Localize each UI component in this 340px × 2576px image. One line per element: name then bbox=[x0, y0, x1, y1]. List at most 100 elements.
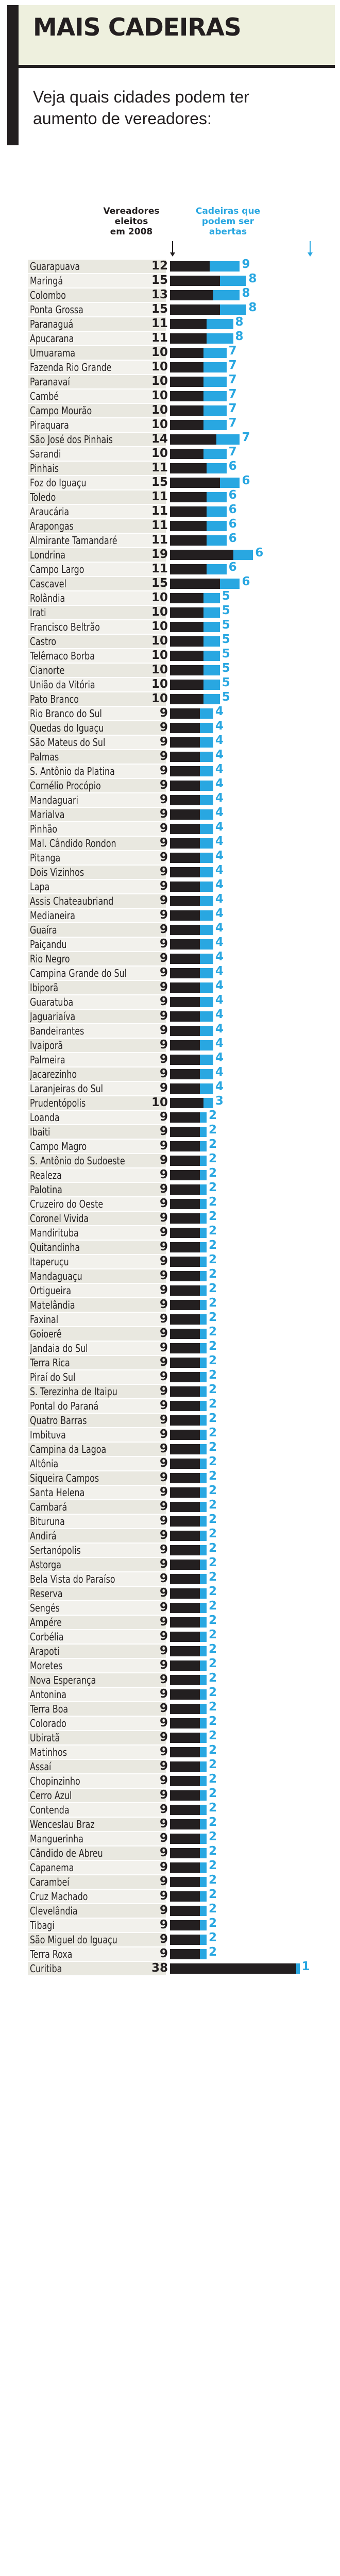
new-seats-value: 2 bbox=[208, 1426, 217, 1439]
bar-new-seats bbox=[200, 1531, 207, 1541]
table-row: Irati 10 5 bbox=[0, 605, 340, 620]
new-seats-value: 2 bbox=[208, 1224, 217, 1238]
city-name: Cerro Azul bbox=[30, 1789, 72, 1802]
row-band bbox=[28, 1399, 166, 1413]
stacked-bar bbox=[170, 1257, 207, 1267]
elected-value: 9 bbox=[159, 1716, 168, 1730]
table-row: Araucária 11 6 bbox=[0, 504, 340, 519]
table-row: Fazenda Rio Grande 10 7 bbox=[0, 360, 340, 375]
bar-elected bbox=[170, 1329, 200, 1339]
new-seats-value: 5 bbox=[222, 589, 230, 603]
table-row: Quitandinha 9 2 bbox=[0, 1240, 340, 1255]
elected-value: 9 bbox=[159, 1788, 168, 1802]
bar-new-seats bbox=[200, 1083, 213, 1094]
table-row: Itaperuçu 9 2 bbox=[0, 1254, 340, 1269]
new-seats-value: 8 bbox=[242, 286, 250, 300]
bar-new-seats bbox=[200, 1689, 207, 1700]
city-name: Bandeirantes bbox=[30, 1025, 84, 1037]
bar-new-seats bbox=[200, 1761, 207, 1772]
row-band bbox=[28, 1298, 166, 1312]
new-seats-value: 2 bbox=[208, 1210, 217, 1223]
stacked-bar bbox=[170, 925, 213, 935]
bar-elected bbox=[170, 737, 200, 748]
city-name: Piraquara bbox=[30, 419, 69, 431]
elected-value: 10 bbox=[151, 605, 168, 619]
stacked-bar bbox=[170, 1920, 207, 1930]
city-name: Telêmaco Borba bbox=[30, 650, 95, 662]
table-row: Siqueira Campos 9 2 bbox=[0, 1470, 340, 1485]
row-band bbox=[28, 1255, 166, 1268]
stacked-bar bbox=[170, 1184, 207, 1195]
stacked-bar bbox=[170, 1242, 207, 1252]
city-name: Carambeí bbox=[30, 1876, 70, 1888]
bar-elected bbox=[170, 449, 203, 459]
bar-elected bbox=[170, 1242, 200, 1252]
table-row: Reserva 9 2 bbox=[0, 1586, 340, 1601]
city-name: Campina Grande do Sul bbox=[30, 967, 127, 979]
new-seats-value: 6 bbox=[228, 503, 237, 516]
city-name: Wenceslau Braz bbox=[30, 1818, 95, 1831]
elected-value: 19 bbox=[151, 548, 168, 561]
elected-value: 9 bbox=[159, 1846, 168, 1859]
bar-elected bbox=[170, 939, 200, 950]
elected-value: 9 bbox=[159, 793, 168, 806]
stacked-bar bbox=[170, 1112, 207, 1123]
bar-elected bbox=[170, 622, 203, 632]
city-name: Terra Roxa bbox=[30, 1948, 73, 1960]
stacked-bar bbox=[170, 1487, 207, 1498]
row-band bbox=[28, 1342, 166, 1355]
city-name: Prudentópolis bbox=[30, 1097, 86, 1109]
new-seats-value: 2 bbox=[208, 1138, 217, 1151]
city-name: Ibaiti bbox=[30, 1126, 50, 1138]
row-band bbox=[28, 1760, 166, 1773]
new-seats-value: 6 bbox=[228, 488, 237, 502]
elected-value: 9 bbox=[159, 1009, 168, 1023]
bar-elected bbox=[170, 391, 203, 401]
bar-elected bbox=[170, 982, 200, 993]
elected-value: 9 bbox=[159, 1428, 168, 1441]
bar-new-seats bbox=[200, 882, 213, 892]
table-row: Terra Rica 9 2 bbox=[0, 1355, 340, 1370]
elected-value: 9 bbox=[159, 1918, 168, 1931]
table-row: Londrina 19 6 bbox=[0, 547, 340, 562]
stacked-bar bbox=[170, 1459, 207, 1469]
elected-value: 9 bbox=[159, 1543, 168, 1556]
table-row: Ampére 9 2 bbox=[0, 1615, 340, 1630]
row-band bbox=[28, 808, 166, 821]
elected-value: 9 bbox=[159, 1630, 168, 1643]
new-seats-value: 8 bbox=[248, 272, 257, 285]
new-seats-value: 2 bbox=[208, 1787, 217, 1800]
row-band bbox=[28, 1168, 166, 1182]
bar-new-seats bbox=[203, 348, 227, 358]
table-row: Moretes 9 2 bbox=[0, 1658, 340, 1673]
bar-new-seats bbox=[200, 1718, 207, 1728]
elected-value: 9 bbox=[159, 1860, 168, 1874]
city-name: Ibiporã bbox=[30, 981, 59, 994]
bar-new-seats bbox=[203, 607, 220, 618]
city-name: Ortigueira bbox=[30, 1284, 72, 1297]
row-band bbox=[28, 1630, 166, 1643]
bar-new-seats bbox=[206, 506, 227, 517]
table-row: Nova Esperança 9 2 bbox=[0, 1672, 340, 1687]
stacked-bar bbox=[170, 1689, 207, 1700]
elected-value: 10 bbox=[151, 620, 168, 633]
bar-new-seats bbox=[200, 896, 213, 906]
new-seats-value: 2 bbox=[208, 1311, 217, 1324]
bar-new-seats bbox=[200, 1862, 207, 1873]
elected-value: 9 bbox=[159, 851, 168, 864]
row-band bbox=[28, 1500, 166, 1514]
bar-new-seats bbox=[206, 535, 227, 546]
elected-value: 9 bbox=[159, 1125, 168, 1138]
stacked-bar bbox=[170, 304, 247, 315]
bar-new-seats bbox=[200, 752, 213, 762]
stacked-bar bbox=[170, 939, 213, 950]
bar-elected bbox=[170, 1069, 200, 1079]
bar-elected bbox=[170, 809, 200, 820]
bar-new-seats bbox=[200, 824, 213, 834]
table-row: Cândido de Abreu 9 2 bbox=[0, 1845, 340, 1860]
new-seats-value: 2 bbox=[208, 1498, 217, 1512]
city-name: Goioerê bbox=[30, 1328, 62, 1340]
new-seats-value: 2 bbox=[208, 1195, 217, 1209]
table-row: Curitiba 38 1 bbox=[0, 1961, 340, 1976]
elected-value: 10 bbox=[151, 692, 168, 705]
